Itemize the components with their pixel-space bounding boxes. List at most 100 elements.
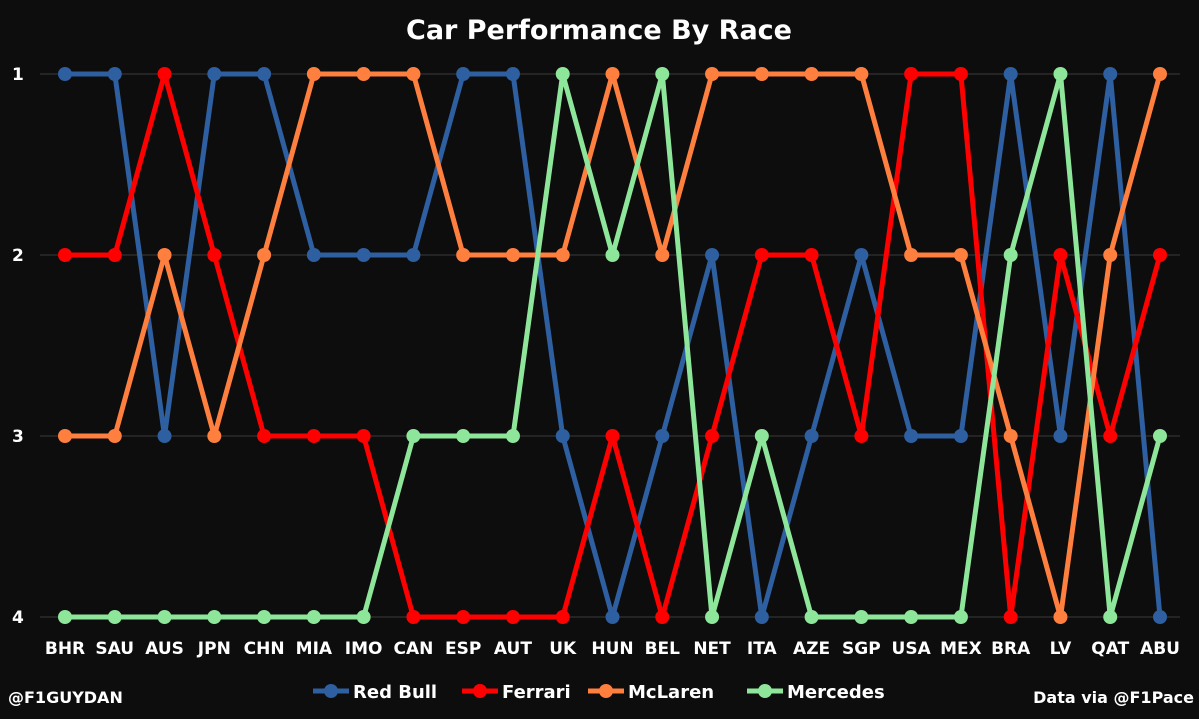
series-line [62,71,1163,620]
legend-marker [758,684,772,698]
legend-marker [473,684,487,698]
data-point [555,67,570,81]
data-point [1053,429,1068,443]
legend-item: Mercedes [747,682,885,703]
chart-title: Car Performance By Race [406,15,792,46]
data-point [406,248,421,262]
data-point [1103,248,1118,262]
data-point [406,610,421,624]
data-point [655,67,670,81]
data-point [257,429,272,443]
x-tick-label: BEL [645,639,681,659]
series-mclaren [58,67,1167,624]
data-point [58,429,72,443]
data-point [1153,67,1167,81]
data-point [406,67,421,81]
x-tick-label: ABU [1140,639,1180,659]
data-point [555,248,570,262]
data-point [58,248,72,262]
data-point [555,429,570,443]
data-point [754,610,769,624]
data-point [456,248,471,262]
data-point [406,429,421,443]
x-tick-label: SAU [95,639,134,659]
x-tick-label: AUT [494,639,532,659]
legend-item: Ferrari [462,682,571,703]
data-point [505,610,520,624]
data-point [904,248,919,262]
data-point [207,248,222,262]
data-point [1153,248,1167,262]
data-point [904,610,919,624]
data-point [1053,248,1068,262]
legend-item: Red Bull [313,682,437,703]
data-point [555,610,570,624]
data-point [356,429,371,443]
x-tick-label: IMO [345,639,383,659]
data-point [754,248,769,262]
legend-label: Red Bull [353,682,437,703]
y-tick-label: 2 [12,246,24,266]
data-point [356,610,371,624]
data-point [107,248,122,262]
data-point [655,610,670,624]
data-point [207,610,222,624]
data-point [804,248,819,262]
x-tick-label: ITA [747,639,778,659]
data-point [1003,610,1018,624]
data-point [1003,67,1018,81]
x-tick-label: MEX [940,639,982,659]
data-point [854,67,869,81]
x-tick-label: BRA [991,639,1031,659]
data-point [705,610,720,624]
data-point [306,610,321,624]
data-point [1103,610,1118,624]
y-axis-ticks: 1 2 3 4 [12,65,24,628]
data-point [306,429,321,443]
data-point [207,67,222,81]
data-point [107,67,122,81]
data-point [705,67,720,81]
data-point [257,248,272,262]
credit-left: @F1GUYDAN [8,688,123,707]
data-point [456,429,471,443]
data-point [804,67,819,81]
data-point [257,610,272,624]
legend: Red Bull Ferrari McLaren Mercedes [313,682,885,703]
data-point [157,248,172,262]
x-tick-label: AZE [793,639,830,659]
x-tick-label: QAT [1091,639,1129,659]
data-point [157,429,172,443]
legend-label: McLaren [628,682,714,703]
x-tick-label: HUN [591,639,633,659]
data-point [157,610,172,624]
data-point [754,67,769,81]
x-tick-label: UK [549,639,577,659]
x-tick-label: BHR [45,639,85,659]
data-point [1003,429,1018,443]
data-point [953,248,968,262]
data-point [854,610,869,624]
data-point [1053,610,1068,624]
legend-marker [324,684,338,698]
x-tick-label: MIA [296,639,333,659]
data-point [1153,610,1167,624]
data-point [107,610,122,624]
data-point [257,67,272,81]
data-point [505,429,520,443]
data-point [58,67,72,81]
series-ferrari [58,67,1167,624]
data-point [655,248,670,262]
data-point [58,610,72,624]
x-axis-ticks: BHR SAU AUS JPN CHN MIA IMO CAN ESP AUT UK HUN BEL NE… [45,639,1180,659]
x-tick-label: ESP [445,639,481,659]
data-point [207,429,222,443]
data-point [605,248,620,262]
series-mercedes [58,67,1167,624]
data-point [705,429,720,443]
data-point [705,248,720,262]
data-point [356,67,371,81]
data-point [655,429,670,443]
data-point [157,67,172,81]
data-point [605,610,620,624]
